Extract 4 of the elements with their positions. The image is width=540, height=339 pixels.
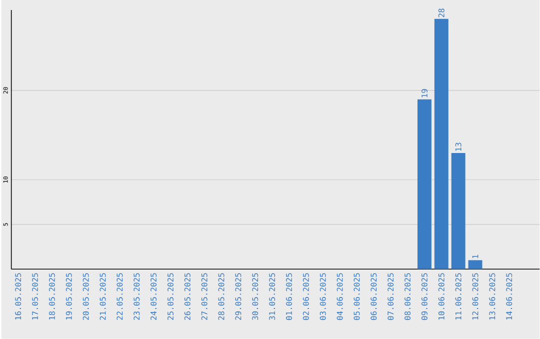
bar — [417, 99, 432, 270]
bar — [434, 18, 448, 270]
bar — [451, 152, 466, 270]
bar — [468, 260, 482, 270]
